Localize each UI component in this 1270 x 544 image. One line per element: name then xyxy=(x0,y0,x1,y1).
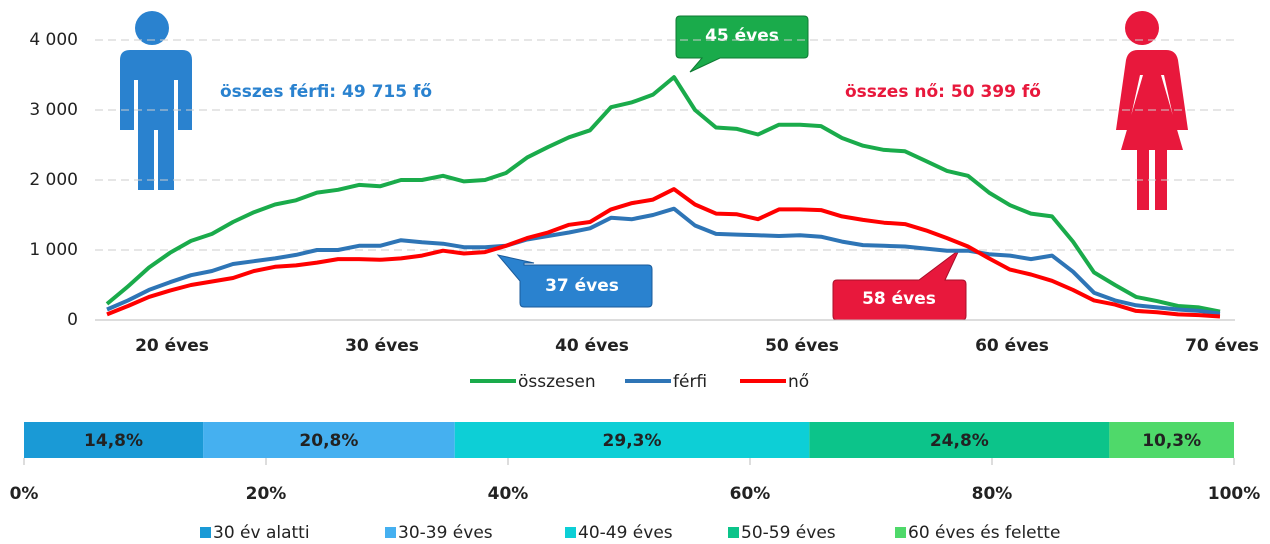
annotation: 37 éves xyxy=(545,276,619,296)
man-icon xyxy=(120,11,192,190)
annotation: 58 éves xyxy=(862,289,936,309)
x-tick-label: 40 éves xyxy=(555,336,629,356)
x-tick-label: 100% xyxy=(1208,484,1261,504)
legend-label: 30 év alatti xyxy=(213,523,310,543)
woman-icon xyxy=(1116,11,1188,210)
x-tick-label: 50 éves xyxy=(765,336,839,356)
line-plot: 0 1 000 2 000 3 000 4 000 20 éves 30 éves 40 év… xyxy=(29,30,1259,392)
legend-swatch xyxy=(728,527,739,538)
y-tick-label: 3 000 xyxy=(29,100,78,120)
callout-58: 58 éves xyxy=(832,249,967,321)
annotation: 45 éves xyxy=(705,26,779,46)
legend-label: 30-39 éves xyxy=(398,523,493,543)
legend-label: 60 éves és felette xyxy=(908,523,1060,543)
x-tick-label: 80% xyxy=(972,484,1013,504)
x-tick-label: 70 éves xyxy=(1185,336,1259,356)
bar-plot: 14,8% 20,8% 29,3% 24,8% 10,3% 0% 20% 40% 60% 80% 1… xyxy=(10,422,1261,543)
legend-swatch xyxy=(565,527,576,538)
series-line xyxy=(106,187,1221,319)
x-tick-label: 20% xyxy=(246,484,287,504)
legend-label: összesen xyxy=(518,372,596,392)
legend-swatch xyxy=(385,527,396,538)
y-tick-label: 0 xyxy=(67,310,78,330)
callout-45: 45 éves xyxy=(675,15,809,73)
value-label: 29,3% xyxy=(603,431,662,451)
value-label: 20,8% xyxy=(299,431,358,451)
value-label: 10,3% xyxy=(1142,431,1201,451)
legend-swatch xyxy=(895,527,906,538)
legend-label: 40-49 éves xyxy=(578,523,673,543)
y-tick-label: 2 000 xyxy=(29,170,78,190)
annotation: összes férfi: 49 715 fő xyxy=(220,82,432,102)
x-tick-label: 0% xyxy=(10,484,39,504)
legend-label: nő xyxy=(788,372,809,392)
x-tick-label: 30 éves xyxy=(345,336,419,356)
x-tick-label: 60 éves xyxy=(975,336,1049,356)
series-line xyxy=(106,206,1221,316)
bar-segment xyxy=(454,422,810,458)
bar-segment xyxy=(24,422,204,458)
legend-label: férfi xyxy=(673,372,707,392)
bar-segment xyxy=(203,422,455,458)
x-tick-label: 40% xyxy=(488,484,529,504)
y-tick-label: 4 000 xyxy=(29,30,78,50)
bar-segment xyxy=(809,422,1110,458)
series-line xyxy=(105,75,1221,314)
bar-segment xyxy=(1109,422,1234,458)
legend-swatch xyxy=(200,527,211,538)
value-label: 14,8% xyxy=(84,431,143,451)
legend-label: 50-59 éves xyxy=(741,523,836,543)
callout-37: 37 éves xyxy=(496,254,653,308)
x-tick-label: 60% xyxy=(730,484,771,504)
x-tick-label: 20 éves xyxy=(135,336,209,356)
value-label: 24,8% xyxy=(930,431,989,451)
y-tick-label: 1 000 xyxy=(29,240,78,260)
annotation: összes nő: 50 399 fő xyxy=(845,82,1041,102)
